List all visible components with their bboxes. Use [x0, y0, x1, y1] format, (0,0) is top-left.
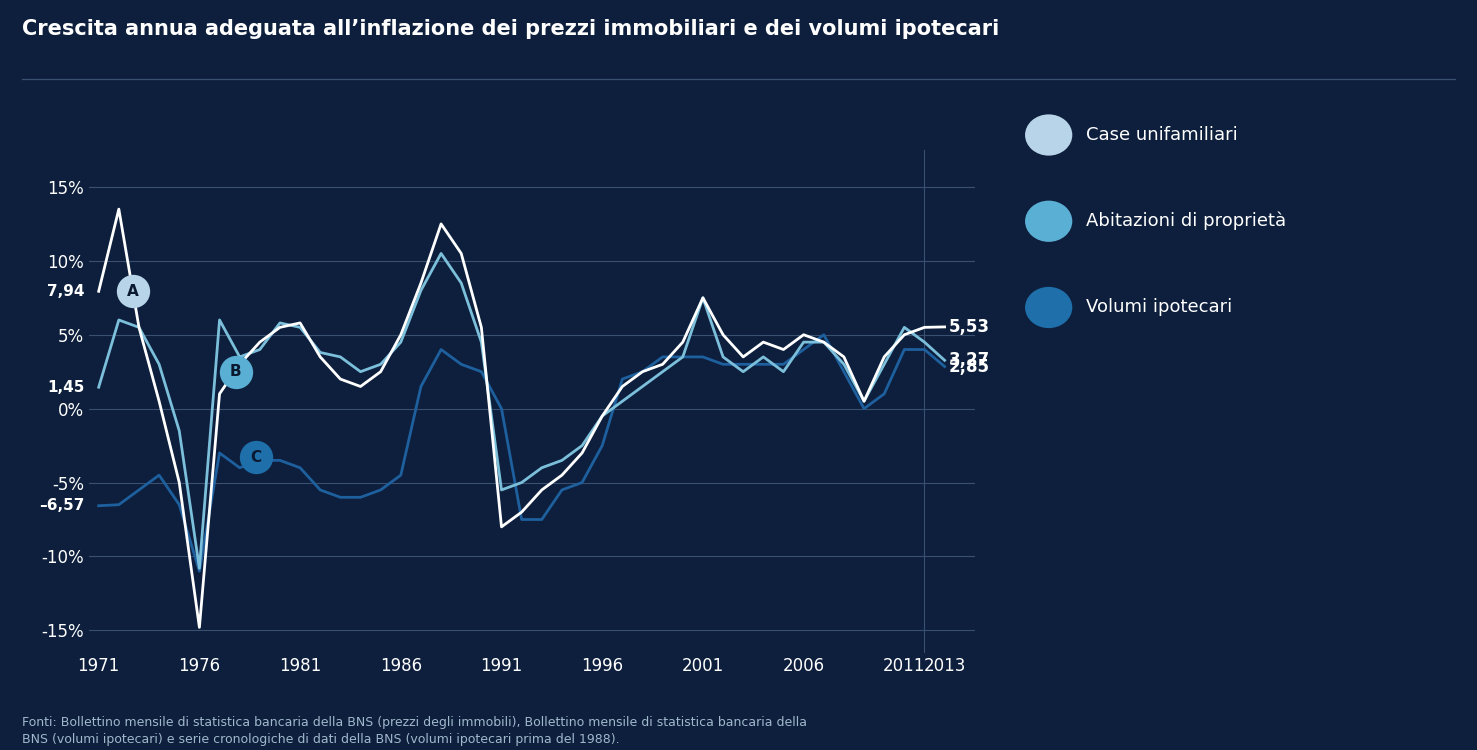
Text: Fonti: Bollettino mensile di statistica bancaria della BNS (prezzi degli immobil: Fonti: Bollettino mensile di statistica … [22, 716, 806, 746]
Text: –6,57: –6,57 [40, 498, 84, 513]
Text: B: B [230, 364, 241, 380]
Text: 5,53: 5,53 [948, 318, 990, 336]
Text: 2,85: 2,85 [948, 358, 990, 376]
Text: A: A [1043, 128, 1055, 142]
Text: 1,45: 1,45 [47, 380, 84, 394]
Text: C: C [250, 450, 261, 465]
Text: Crescita annua adeguata all’inflazione dei prezzi immobiliari e dei volumi ipote: Crescita annua adeguata all’inflazione d… [22, 19, 1000, 39]
Text: Abitazioni di proprietà: Abitazioni di proprietà [1086, 212, 1285, 230]
Text: C: C [1043, 300, 1055, 315]
Text: Volumi ipotecari: Volumi ipotecari [1086, 298, 1232, 316]
Text: B: B [1043, 214, 1055, 229]
Text: Case unifamiliari: Case unifamiliari [1086, 126, 1238, 144]
Text: 7,94: 7,94 [47, 284, 84, 298]
Text: A: A [127, 284, 139, 298]
Text: 3,27: 3,27 [948, 351, 990, 369]
